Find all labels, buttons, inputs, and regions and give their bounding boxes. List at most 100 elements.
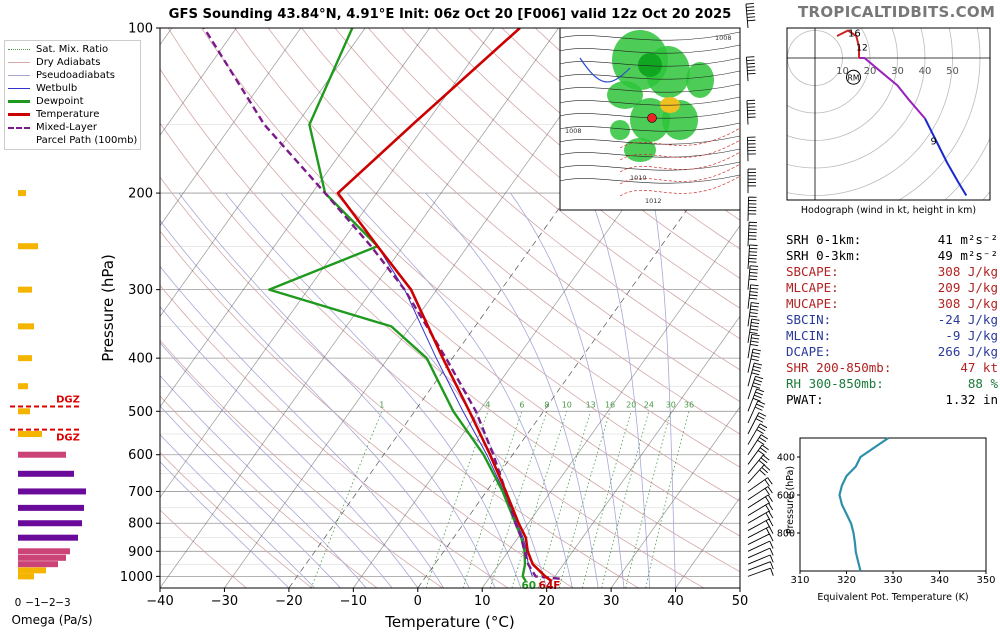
omega-tick-label: −1 [25,597,40,609]
legend-entry: Dewpoint [8,95,137,108]
wind-barb [747,362,763,387]
omega-bar [18,534,78,541]
wind-barb-flag [764,488,770,496]
stat-row: MLCIN: -9 J/kg [786,328,998,344]
wind-barb-flag [768,526,774,534]
y-tick-label: 700 [128,485,153,500]
wind-barb-flag [758,412,767,417]
wind-barb [747,168,756,194]
wind-barb-flag [747,16,756,18]
wind-barb [747,221,758,247]
wind-barb-flag [745,2,754,5]
wind-barb-flag [750,287,759,290]
mixing-ratio-label: 1 [379,400,384,409]
mixing-ratio-line [511,411,568,588]
wind-barb-staff [747,510,770,524]
wind-barb-flag [748,257,757,260]
wind-barb-staff [747,423,761,445]
wind-barb-flag [755,391,764,396]
moist-adiabat [160,219,470,588]
wind-barb-staff [747,561,771,571]
wind-barb-flag [765,512,771,521]
wind-barb [747,486,773,501]
wind-barb-flag [749,251,758,253]
stat-label: MLCIN: [786,328,832,343]
wind-barb [747,494,773,509]
theta-e-x-tick-label: 320 [837,575,856,586]
legend-label: Parcel Path (100mb) [36,135,138,146]
wind-barb-flag [748,278,757,281]
stat-label: PWAT: [786,392,824,407]
moist-adiabat [160,433,315,588]
x-tick-label: 20 [538,594,555,609]
wind-barb [747,540,774,552]
wind-barb-staff [747,412,760,435]
dry-adiabat [160,230,574,588]
stat-row: MUCAPE: 308 J/kg [786,296,998,312]
isotherm [160,28,366,317]
map-isobar [560,83,740,93]
hodograph-caption: Hodograph (wind in kt, height in km) [801,205,976,216]
skew-t-frame [159,27,741,589]
wind-barb-flag [751,337,760,340]
stat-label: RH 300-850mb: [786,376,884,391]
moist-adiabat [160,375,367,588]
wind-barb-flag [749,271,758,274]
x-tick-label: 30 [603,594,620,609]
theta-e-y-tick-label: 600 [777,491,795,502]
wind-barb-flag [748,254,757,257]
omega-bar [18,561,58,568]
wind-barb-flag [763,464,771,471]
omega-bar [18,243,38,250]
stat-label: SBCIN: [786,312,832,327]
wind-barb-flag [760,457,768,464]
precip-area [638,53,662,77]
theta-e-frame [799,437,987,572]
mixing-ratio-label: 24 [644,400,654,409]
wind-barb-staff [747,533,770,545]
wind-barb-flag [758,426,766,432]
wind-barb-flag [746,9,755,12]
wind-barb-flag [751,372,760,376]
map-thickness-line [619,139,740,161]
wind-barb-staff [745,57,749,82]
wind-barb [745,2,756,29]
omega-bar [18,567,46,574]
brand-watermark[interactable]: TROPICALTIDBITS.COM [798,3,996,21]
omega-bar [18,573,34,580]
theta-e-x-tick-label: 350 [976,575,995,586]
isotherm [610,406,740,588]
wind-barb-flag [749,315,758,318]
legend-entry: Mixed-Layer [8,121,137,134]
wind-barb-flag [747,69,756,72]
wind-barb-staff [746,100,749,125]
wind-barb-staff [747,222,750,247]
x-axis-label: Temperature (°C) [384,613,514,631]
wind-barb-flag [754,379,763,383]
stat-value: 266 J/kg [937,344,998,359]
dgz-label: DGZ [56,433,80,444]
dry-adiabat [160,395,378,588]
mixing-ratio-label: 36 [684,400,694,409]
dry-adiabat [301,28,740,403]
wind-barb-flag [747,19,756,22]
wind-barb-staff [747,526,770,539]
wind-barb-flag [768,518,774,527]
legend-entry: Wetbulb [8,82,137,95]
omega-tick-label: −3 [55,597,70,609]
hodograph-trace [836,29,860,58]
moist-adiabat [160,405,341,588]
wind-barb-flag [750,265,759,267]
stat-row: SBCIN: -24 J/kg [786,312,998,328]
wind-barb-staff [747,197,749,222]
stat-value: 88 % [967,376,998,391]
wind-barb-flag [764,479,770,487]
omega-bar [18,431,42,438]
wind-barb-flag [755,375,764,380]
omega-bar [18,323,34,330]
stat-row: RH 300-850mb: 88 % [786,376,998,392]
dry-adiabat [160,451,313,588]
map-front [579,57,631,83]
wind-barb-flag [753,365,762,369]
